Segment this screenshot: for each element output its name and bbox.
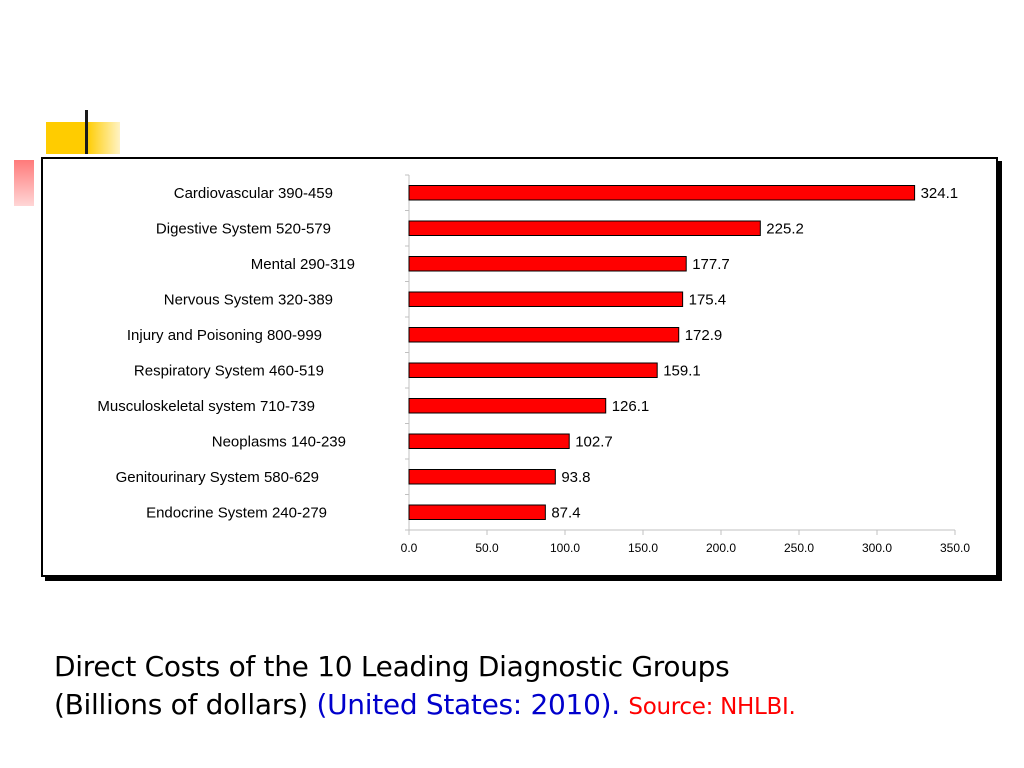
x-tick-label: 200.0 (706, 541, 736, 555)
bar (408, 327, 680, 343)
value-label: 172.9 (685, 327, 723, 344)
category-label: Genitourinary System 580-629 (116, 469, 319, 486)
value-label: 159.1 (663, 362, 701, 379)
caption-line-1: Direct Costs of the 10 Leading Diagnosti… (54, 650, 730, 683)
value-label: 126.1 (612, 398, 650, 415)
x-tick-label: 100.0 (550, 541, 580, 555)
category-label: Digestive System 520-579 (156, 220, 331, 237)
x-tick-label: 350.0 (940, 541, 970, 555)
x-tick-label: 0.0 (401, 541, 418, 555)
bar (408, 504, 546, 520)
value-label: 102.7 (575, 433, 613, 450)
value-label: 93.8 (561, 469, 590, 486)
category-label: Injury and Poisoning 800-999 (127, 327, 322, 344)
bar (408, 433, 570, 449)
category-label: Neoplasms 140-239 (212, 433, 346, 450)
decorative-pink-bar (14, 160, 34, 206)
bar (408, 185, 916, 201)
value-label: 87.4 (551, 504, 580, 521)
category-label: Endocrine System 240-279 (146, 504, 327, 521)
decorative-yellow-bar (46, 122, 120, 154)
x-tick-label: 150.0 (628, 541, 658, 555)
category-label: Nervous System 320-389 (164, 291, 333, 308)
category-label: Musculoskeletal system 710-739 (97, 398, 315, 415)
value-label: 175.4 (689, 291, 727, 308)
category-label: Mental 290-319 (251, 256, 355, 273)
bar-chart: Cardiovascular 390-459 324.1 Digestive Sys… (97, 174, 970, 555)
value-label: 324.1 (921, 185, 959, 202)
bar (408, 220, 761, 236)
caption-source: Source: NHLBI. (628, 694, 796, 720)
x-tick-label: 50.0 (475, 541, 499, 555)
bar (408, 469, 556, 485)
category-label: Cardiovascular 390-459 (174, 185, 333, 202)
x-tick-label: 300.0 (862, 541, 892, 555)
category-label: Respiratory System 460-519 (134, 362, 324, 379)
caption-context: (United States: 2010). (316, 688, 620, 721)
decorative-vertical-line (85, 110, 88, 154)
bar (408, 291, 684, 307)
bar (408, 362, 658, 378)
slide-caption: Direct Costs of the 10 Leading Diagnosti… (54, 648, 994, 726)
value-label: 225.2 (766, 220, 804, 237)
caption-line-2: (Billions of dollars) (54, 688, 308, 721)
x-tick-label: 250.0 (784, 541, 814, 555)
value-label: 177.7 (692, 256, 730, 273)
chart-frame: Cardiovascular 390-459 324.1 Digestive Sys… (41, 157, 998, 577)
bar (408, 256, 687, 272)
bar (408, 398, 607, 414)
caption-line-2-wrap: (Billions of dollars) (United States: 20… (54, 686, 994, 726)
